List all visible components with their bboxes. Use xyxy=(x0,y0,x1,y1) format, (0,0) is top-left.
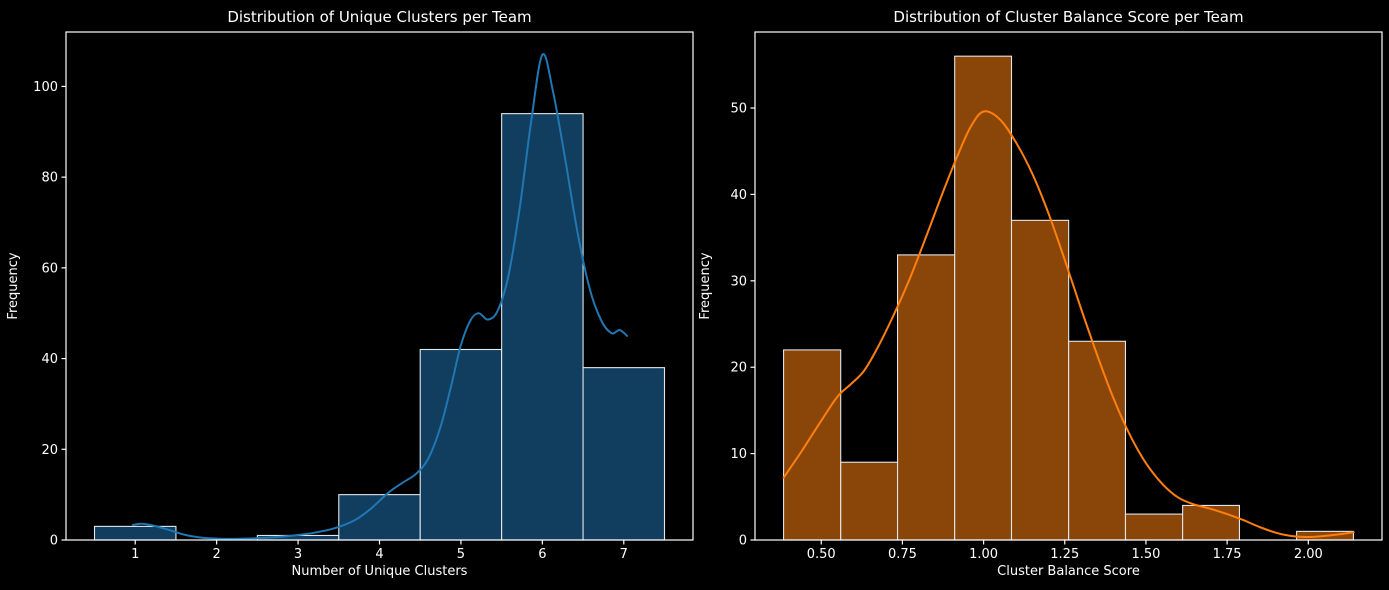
y-tick-label: 10 xyxy=(730,447,747,462)
histogram-bar xyxy=(501,113,584,541)
x-tick-label: 5 xyxy=(457,547,465,562)
histogram-bar xyxy=(1182,504,1241,541)
x-tick-label: 0.75 xyxy=(888,547,917,562)
histogram-bar xyxy=(840,461,899,541)
x-tick-label: 2.00 xyxy=(1294,547,1323,562)
axes-frame xyxy=(754,31,1383,541)
histogram-bar xyxy=(1010,219,1070,541)
histogram-bar xyxy=(1124,513,1184,541)
histogram-bar xyxy=(582,367,666,541)
histogram-bar xyxy=(419,348,503,541)
x-tick-label: 1.50 xyxy=(1131,547,1160,562)
y-tick-label: 20 xyxy=(730,361,747,376)
y-tick-label: 100 xyxy=(33,80,58,95)
right-yaxis-label: Frequency xyxy=(698,252,713,319)
x-tick-label: 0.50 xyxy=(807,547,836,562)
y-tick-label: 80 xyxy=(41,171,58,186)
y-tick-label: 60 xyxy=(41,261,58,276)
y-tick-label: 40 xyxy=(41,352,58,367)
y-tick-label: 0 xyxy=(50,534,58,549)
x-tick-label: 1.00 xyxy=(969,547,998,562)
y-tick-label: 40 xyxy=(730,188,747,203)
histogram-bar xyxy=(1068,340,1127,541)
kde-line xyxy=(782,110,1355,539)
y-tick-label: 0 xyxy=(739,534,747,549)
kde-line xyxy=(131,53,628,540)
y-tick-label: 20 xyxy=(41,443,58,458)
y-tick-label: 50 xyxy=(730,102,747,117)
histogram-bar xyxy=(896,254,956,541)
x-tick-label: 6 xyxy=(538,547,546,562)
x-tick-label: 1.25 xyxy=(1050,547,1079,562)
right-chart-title: Distribution of Cluster Balance Score pe… xyxy=(893,8,1243,26)
histogram-bar xyxy=(954,55,1013,541)
left-yaxis-label: Frequency xyxy=(6,252,21,319)
chart-left: 1 2 3 4 5 6 7 0 20 40 60 80 100 xyxy=(33,31,694,562)
y-tick-label: 30 xyxy=(730,274,747,289)
left-chart-title: Distribution of Unique Clusters per Team xyxy=(227,8,531,26)
x-tick-label: 1.75 xyxy=(1213,547,1242,562)
x-tick-label: 7 xyxy=(620,547,628,562)
chart-right: 0.50 0.75 1.00 1.25 1.50 1.75 2.00 0 10 20 30 40 50 xyxy=(730,31,1383,562)
x-tick-label: 2 xyxy=(213,547,221,562)
x-tick-label: 3 xyxy=(294,547,302,562)
right-xaxis-label: Cluster Balance Score xyxy=(997,564,1140,579)
histogram-bar xyxy=(783,349,842,541)
x-tick-label: 1 xyxy=(131,547,139,562)
x-tick-label: 4 xyxy=(375,547,383,562)
left-xaxis-label: Number of Unique Clusters xyxy=(292,564,468,579)
